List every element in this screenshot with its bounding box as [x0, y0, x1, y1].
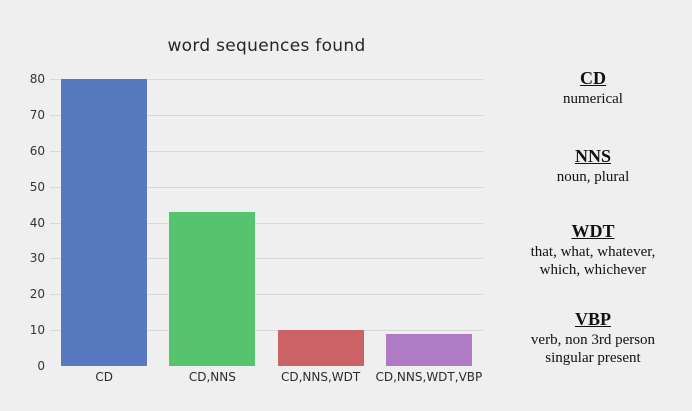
- chart-title: word sequences found: [167, 36, 366, 56]
- y-tick-label-0: 0: [37, 359, 45, 373]
- definition-text: noun, plural: [556, 169, 630, 185]
- gridline-y-60: [50, 150, 483, 152]
- bar-cd: [61, 79, 148, 366]
- y-tick-label-70: 70: [29, 107, 45, 122]
- definition-term: VBP: [575, 309, 611, 329]
- definition-term: WDT: [571, 221, 615, 241]
- definition-entry-cd: CD numerical: [498, 67, 688, 108]
- gridline-y-50: [50, 186, 483, 188]
- plot-area: [50, 62, 483, 366]
- gridline-y-20: [50, 294, 483, 296]
- definition-entry-wdt: WDT that, what, whatever, which, whichev…: [498, 220, 688, 279]
- definition-text: verb, non 3rd person singular present: [530, 332, 656, 366]
- definition-term: NNS: [574, 146, 611, 166]
- x-tick-label-cd-nns-wdt: CD,NNS,WDT: [280, 370, 361, 384]
- pos-definitions-panel: CD numerical NNS noun, plural WDT that, …: [498, 0, 688, 411]
- gridline-y-10: [50, 330, 483, 332]
- definition-text: that, what, whatever, which, whichever: [530, 244, 656, 278]
- definition-text: numerical: [563, 91, 623, 107]
- bar-cd-nns: [169, 211, 256, 366]
- gridline-y-70: [50, 114, 483, 116]
- y-tick-label-30: 30: [29, 251, 45, 266]
- gridline-y-80: [50, 79, 483, 80]
- bar-cd-nns-wdt: [277, 330, 364, 366]
- y-tick-label-80: 80: [29, 72, 45, 86]
- y-tick-label-40: 40: [29, 215, 45, 230]
- definition-term: CD: [580, 68, 606, 88]
- x-tick-label-cd-nns-wdt-vbp: CD,NNS,WDT,VBP: [375, 370, 483, 384]
- x-tick-label-cd: CD: [95, 370, 113, 384]
- y-tick-label-50: 50: [29, 179, 45, 194]
- y-tick-label-60: 60: [29, 143, 45, 158]
- y-tick-label-10: 10: [29, 323, 45, 338]
- gridline-y-40: [50, 222, 483, 224]
- gridline-y-30: [50, 258, 483, 260]
- y-tick-label-20: 20: [29, 287, 45, 302]
- definition-entry-vbp: VBP verb, non 3rd person singular presen…: [498, 308, 688, 367]
- x-tick-label-cd-nns: CD,NNS: [188, 370, 236, 384]
- definition-entry-nns: NNS noun, plural: [498, 145, 688, 186]
- bar-cd-nns-wdt-vbp: [385, 333, 472, 366]
